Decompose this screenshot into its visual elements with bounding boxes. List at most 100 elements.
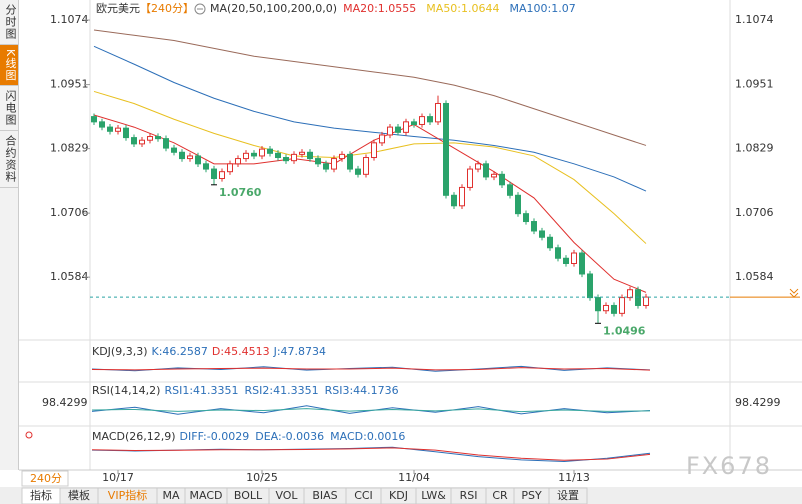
tab-label[interactable]: RSI: [460, 489, 478, 502]
y-tick-label: 1.0951: [735, 78, 774, 91]
y-tick-label: 1.1074: [50, 13, 89, 26]
tab-label[interactable]: KDJ: [389, 489, 408, 502]
candle-body: [379, 134, 385, 144]
low-label: 1.0760: [219, 186, 262, 199]
candle-body: [451, 194, 457, 207]
sidebar-tab[interactable]: 合约资料: [0, 131, 18, 189]
candle-body: [299, 151, 305, 155]
candle-body: [627, 289, 633, 299]
last-price-arrow: [789, 288, 799, 298]
candle-body: [363, 157, 369, 175]
tab-label[interactable]: MA: [162, 489, 179, 502]
sidebar: 分时图 K线图 闪电图 合约资料: [0, 0, 19, 470]
watermark: FX678: [686, 452, 772, 480]
sidebar-tab[interactable]: K线图: [0, 45, 18, 87]
tab-label[interactable]: CCI: [354, 489, 373, 502]
tab-label[interactable]: 指标: [30, 488, 52, 502]
candle-body: [267, 148, 273, 154]
kdj-header: KDJ(9,3,3) K:46.2587 D:45.4513 J:47.8734: [92, 345, 326, 358]
y-tick-label: 1.0584: [50, 270, 89, 283]
low-label: 1.0496: [603, 324, 646, 337]
candle-body: [563, 257, 569, 265]
tab-label[interactable]: VOL: [275, 489, 298, 502]
candle-body: [91, 116, 97, 123]
kdj-line: [91, 367, 651, 371]
candle-body: [179, 151, 185, 160]
t: KDJ(9,3,3): [92, 345, 148, 358]
candle-body: [475, 163, 481, 170]
t: MACD(26,12,9): [92, 430, 176, 443]
candle-body: [195, 155, 201, 165]
candle-body: [595, 297, 601, 312]
candle-body: [107, 126, 113, 132]
candle-body: [443, 102, 449, 196]
macd-line: [91, 447, 651, 461]
d: D:45.4513: [212, 345, 270, 358]
candle-body: [251, 152, 257, 157]
tab-label[interactable]: BOLL: [234, 489, 263, 502]
m: MACD:0.0016: [330, 430, 405, 443]
sidebar-tab[interactable]: 分时图: [0, 0, 18, 45]
candle-body: [219, 171, 225, 180]
candle-body: [131, 137, 137, 145]
candle-body: [547, 236, 553, 249]
y-tick-label: 1.0584: [735, 270, 774, 283]
candle-body: [315, 158, 321, 165]
candle-body: [435, 102, 441, 123]
tab-label[interactable]: 设置: [557, 489, 579, 502]
candle-body: [307, 151, 313, 160]
candle-body: [99, 121, 105, 128]
candle-body: [259, 148, 265, 157]
icon: [25, 431, 33, 439]
sidebar-tab[interactable]: 闪电图: [0, 86, 18, 132]
tab-label[interactable]: 模板: [68, 488, 90, 502]
x-tick-label: 11/04: [398, 471, 430, 484]
candle-body: [211, 168, 217, 180]
candle-body: [459, 186, 465, 207]
candle-body: [155, 136, 161, 140]
period-button[interactable]: [21, 470, 69, 487]
tab-label[interactable]: CR: [492, 489, 508, 502]
tab-label[interactable]: LW&: [421, 489, 446, 502]
x-tick-label: 10/25: [246, 471, 278, 484]
candle-body: [523, 213, 529, 223]
ma-line: [93, 45, 647, 192]
candle-body: [243, 152, 249, 160]
candle-body: [147, 136, 153, 141]
candle-body: [643, 296, 649, 306]
icon: [194, 3, 206, 15]
candle-body: [603, 304, 609, 312]
x-tick-label: 11/13: [558, 471, 590, 484]
period-button-label[interactable]: 240分: [30, 472, 62, 485]
y-tick-label: 1.1074: [735, 13, 774, 26]
ma-line: [93, 29, 647, 146]
candle-body: [635, 289, 641, 306]
tab[interactable]: [548, 487, 588, 504]
candle-body: [507, 184, 513, 196]
y-tick-label: 1.0951: [50, 78, 89, 91]
tab-label[interactable]: VIP指标: [108, 488, 147, 502]
tab-label[interactable]: BIAS: [312, 489, 337, 502]
r2: RSI2:41.3351: [245, 384, 319, 397]
candle-body: [587, 273, 593, 299]
tab-label[interactable]: PSY: [521, 489, 542, 502]
rsi-axis-label: 98.4299: [42, 396, 88, 409]
diff: DIFF:-0.0029: [180, 430, 250, 443]
header: 欧元美元【240分】: [96, 2, 194, 15]
candle-body: [163, 138, 169, 149]
tab-label[interactable]: MACD: [190, 489, 223, 502]
ma20: MA20:1.0555: [343, 2, 416, 15]
y-tick-label: 1.0706: [50, 206, 89, 219]
candle-body: [539, 230, 545, 238]
ma-label: MA(20,50,100,200,0,0): [210, 2, 337, 15]
candle-body: [115, 127, 121, 132]
rsi-header: RSI(14,14,2) RSI1:41.3351 RSI2:41.3351 RSI3…: [92, 384, 399, 397]
candle-body: [123, 127, 129, 139]
candle-body: [291, 153, 297, 162]
candle-body: [491, 173, 497, 178]
r1: RSI1:41.3351: [164, 384, 238, 397]
candle-body: [571, 252, 577, 265]
candle-body: [203, 163, 209, 170]
candle-body: [139, 139, 145, 145]
